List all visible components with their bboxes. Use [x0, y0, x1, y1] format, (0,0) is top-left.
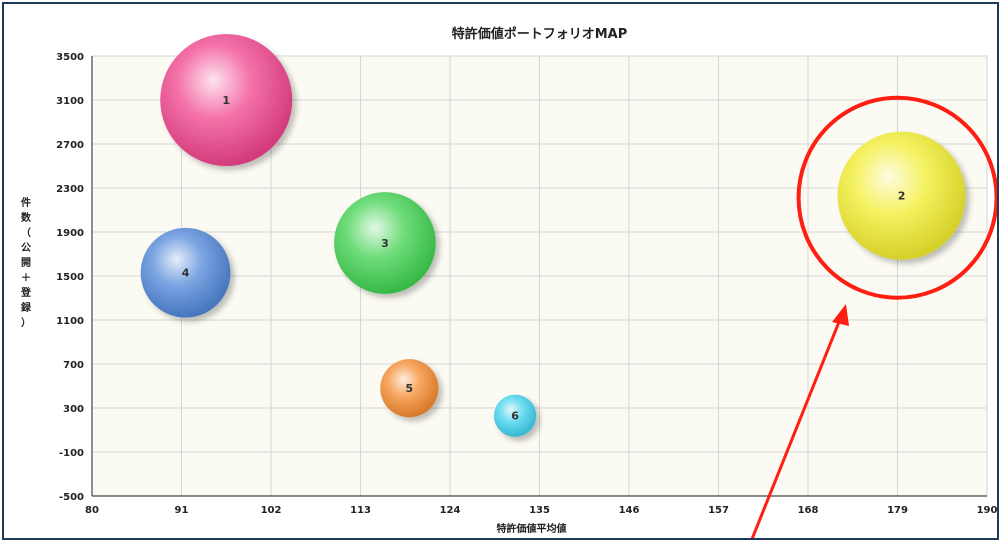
y-axis-label: 件数 （ 公開 ＋ 登録 ）: [20, 196, 32, 329]
x-tick-label: 146: [619, 505, 640, 516]
y-tick-label: 1900: [56, 228, 84, 239]
arrow-head: [832, 304, 849, 326]
y-tick-label: 2300: [56, 184, 84, 195]
annotation: [750, 95, 997, 538]
bubble-2: 2: [837, 131, 966, 260]
chart-title: 特許価値ポートフォリオMAP: [452, 26, 628, 42]
x-tick-label: 190: [977, 505, 997, 516]
y-axis-label-char: 登: [20, 286, 32, 299]
bubble-label: 4: [182, 267, 190, 280]
x-tick-label: 102: [261, 505, 282, 516]
bubble-1: 1: [160, 34, 293, 166]
y-tick-label: 1500: [56, 272, 84, 283]
y-tick-label: 2700: [56, 140, 84, 151]
x-tick-label: 157: [708, 505, 729, 516]
bubbles: 1 2 3 4 5 6: [140, 34, 966, 437]
y-tick-label: 1100: [56, 316, 84, 327]
bubble-label: 1: [222, 94, 230, 107]
axes: 80 91 102 113 124 135 146 157 168 179 190350031002…: [56, 52, 997, 516]
x-tick-label: 179: [887, 505, 908, 516]
y-tick-label: -100: [59, 448, 84, 459]
y-axis-label-char: ）: [21, 316, 31, 329]
y-axis-label-char: （: [21, 226, 31, 239]
bubble-chart: 80 91 102 113 124 135 146 157 168 179 190350031002…: [20, 26, 997, 538]
x-tick-label: 124: [440, 505, 461, 516]
x-tick-label: 80: [85, 505, 99, 516]
y-tick-label: 300: [63, 404, 84, 415]
y-tick-label: 700: [63, 360, 84, 371]
bubble-6: 6: [493, 394, 537, 437]
bubble-label: 6: [511, 410, 519, 423]
bubble-label: 5: [405, 382, 413, 395]
y-tick-label: 3100: [56, 96, 84, 107]
bubble-label: 3: [381, 237, 389, 250]
y-axis-label-char: 録: [21, 301, 32, 314]
x-tick-label: 91: [175, 505, 189, 516]
x-tick-label: 135: [529, 505, 550, 516]
y-axis-label-char: 件: [21, 196, 31, 209]
y-axis-label-char: 数: [21, 211, 32, 224]
y-tick-label: 3500: [56, 52, 84, 63]
bubble-label: 2: [898, 190, 906, 203]
y-axis-label-char: 公: [21, 242, 31, 254]
x-tick-label: 168: [798, 505, 819, 516]
bubble-4: 4: [140, 227, 231, 318]
y-tick-label: -500: [59, 492, 84, 503]
x-axis-label: 特許価値平均値: [497, 522, 567, 535]
bubble-3: 3: [334, 192, 436, 294]
highlight-circle: [796, 95, 997, 300]
y-axis-label-char: ＋: [21, 272, 31, 284]
highlight-arrow: [750, 311, 845, 538]
x-tick-label: 113: [350, 505, 371, 516]
y-axis-label-char: 開: [21, 257, 31, 269]
bubble-5: 5: [380, 359, 439, 418]
